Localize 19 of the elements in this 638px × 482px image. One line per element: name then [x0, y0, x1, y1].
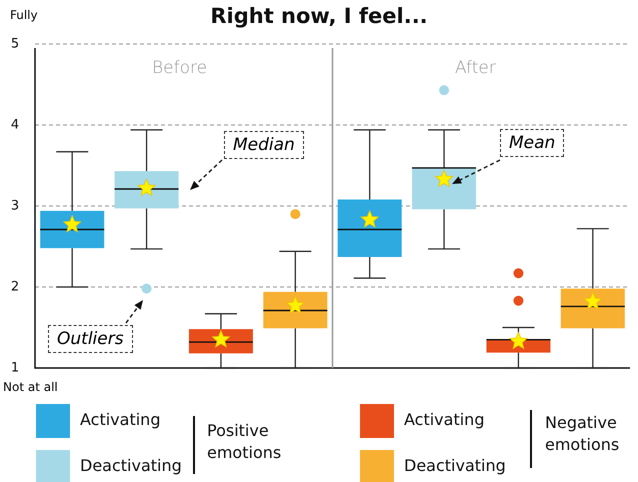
- y-tick-label: 2: [10, 279, 20, 294]
- legend-label: Activating: [80, 410, 160, 429]
- annotation: After: [455, 58, 496, 78]
- annotation: Before: [152, 58, 208, 78]
- legend-label: Deactivating: [80, 456, 182, 475]
- chart-title: Right now, I feel...: [210, 4, 428, 28]
- y-tick-label: 5: [10, 36, 20, 52]
- annotation: Outliers: [48, 325, 133, 353]
- text: Not at all: [3, 380, 58, 394]
- y-tick-label: 1: [10, 360, 20, 376]
- y-tick-label: 3: [10, 198, 20, 214]
- legend-label: Deactivating: [404, 456, 506, 475]
- annotation: Mean: [500, 129, 564, 157]
- text: Fully: [10, 8, 38, 22]
- annotation: Median: [224, 131, 304, 159]
- text: Positive emotions: [207, 420, 282, 464]
- text: Negative emotions: [545, 412, 620, 456]
- legend-label: Activating: [404, 410, 484, 429]
- y-tick-label: 4: [10, 117, 20, 132]
